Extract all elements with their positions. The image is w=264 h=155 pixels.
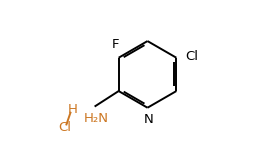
Text: Cl: Cl — [58, 121, 71, 134]
Text: H: H — [67, 103, 77, 116]
Text: H₂N: H₂N — [84, 113, 109, 125]
Text: N: N — [144, 113, 154, 126]
Text: F: F — [112, 38, 119, 51]
Text: Cl: Cl — [185, 51, 198, 63]
